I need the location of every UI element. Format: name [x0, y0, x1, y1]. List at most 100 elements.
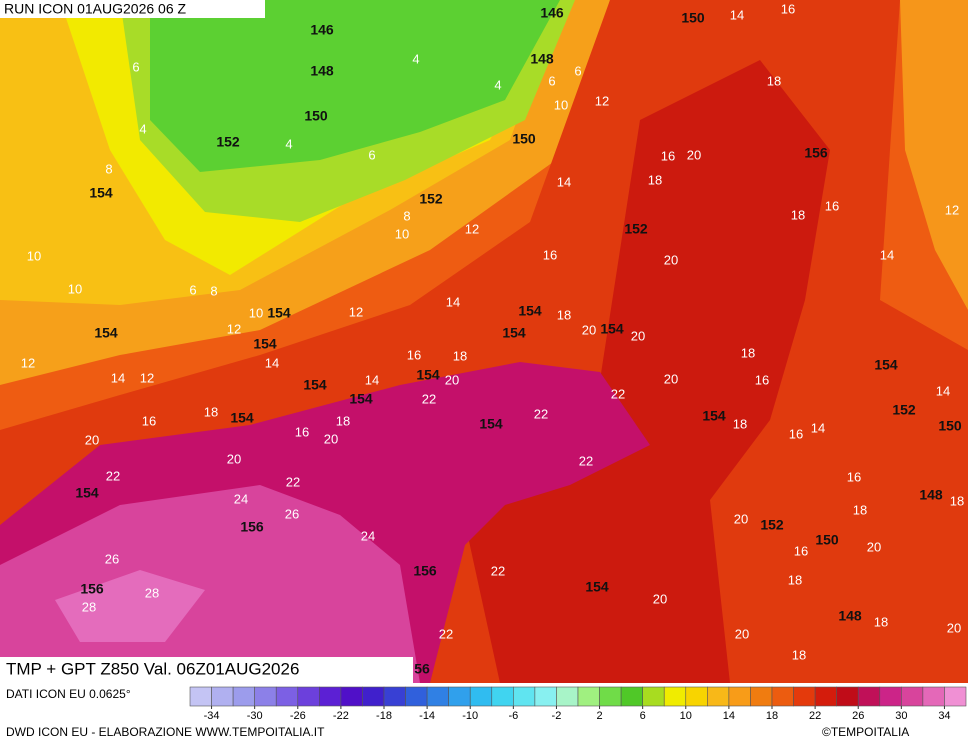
colorbar-box	[577, 686, 600, 707]
temperature-label: 20	[227, 451, 241, 466]
temperature-label: 14	[730, 7, 744, 22]
temperature-label: 16	[295, 424, 309, 439]
colorbar-box	[922, 686, 945, 707]
temperature-label: 18	[874, 614, 888, 629]
source-label: DATI ICON EU 0.0625°	[6, 687, 131, 701]
temperature-label: 20	[445, 372, 459, 387]
temperature-label: 24	[234, 491, 248, 506]
colorbar-box	[707, 686, 730, 707]
map-title: TMP + GPT Z850 Val. 06Z01AUG2026	[6, 659, 299, 678]
temperature-label: 16	[794, 543, 808, 558]
temperature-label: 20	[734, 511, 748, 526]
colorbar-box	[232, 686, 255, 707]
temperature-label: 10	[68, 281, 82, 296]
colorbar-box	[836, 686, 859, 707]
geopotential-label: 154	[349, 391, 373, 407]
colorbar-box	[319, 686, 342, 707]
geopotential-label: 152	[760, 517, 784, 533]
geopotential-label: 148	[310, 63, 334, 79]
colorbar-box	[189, 686, 212, 707]
temperature-label: 20	[653, 591, 667, 606]
temperature-label: 14	[811, 420, 825, 435]
temperature-label: 22	[579, 453, 593, 468]
colorbar-tick-label: 6	[640, 710, 646, 722]
geopotential-label: 150	[512, 131, 536, 147]
colorbar-box	[814, 686, 837, 707]
colorbar-tick-label: 22	[809, 710, 821, 722]
colorbar-tick-label: 10	[680, 710, 692, 722]
geopotential-label: 156	[804, 145, 828, 161]
colorbar-box	[793, 686, 816, 707]
temperature-label: 16	[825, 198, 839, 213]
colorbar-box	[448, 686, 471, 707]
colorbar-box	[534, 686, 557, 707]
temperature-label: 16	[847, 469, 861, 484]
geopotential-label: 154	[585, 579, 609, 595]
temperature-label: 8	[210, 283, 217, 298]
copyright-label: ©TEMPOITALIA	[822, 725, 909, 739]
temperature-label: 18	[791, 207, 805, 222]
temperature-label: 12	[227, 321, 241, 336]
colorbar-tick-label: -2	[552, 710, 562, 722]
temperature-label: 20	[687, 147, 701, 162]
temperature-label: 6	[548, 73, 555, 88]
colorbar-box	[728, 686, 751, 707]
colorbar-tick-label: -14	[419, 710, 435, 722]
colorbar-box	[944, 686, 967, 707]
temperature-label: 20	[324, 431, 338, 446]
geopotential-label: 150	[815, 532, 839, 548]
geopotential-label: 148	[919, 487, 943, 503]
colorbar-box	[642, 686, 665, 707]
colorbar-tick-label: -18	[376, 710, 392, 722]
geopotential-label: 154	[253, 336, 277, 352]
temperature-label: 18	[788, 572, 802, 587]
temperature-label: 18	[453, 348, 467, 363]
temperature-label: 14	[265, 355, 279, 370]
temperature-label: 16	[789, 426, 803, 441]
credit-label: DWD ICON EU - ELABORAZIONE WWW.TEMPOITAL…	[6, 725, 325, 739]
colorbar-box	[857, 686, 881, 707]
temperature-label: 22	[286, 474, 300, 489]
geopotential-label: 154	[702, 408, 726, 424]
colorbar-tick-label: -30	[247, 710, 263, 722]
temperature-label: 16	[142, 413, 156, 428]
geopotential-label: 156	[80, 581, 104, 597]
colorbar-box	[383, 686, 406, 707]
temperature-label: 14	[111, 370, 125, 385]
temperature-label: 20	[85, 432, 99, 447]
temperature-label: 22	[439, 626, 453, 641]
geopotential-label: 154	[89, 185, 113, 201]
geopotential-label: 154	[518, 303, 542, 319]
geopotential-label: 152	[892, 402, 916, 418]
colorbar-tick-label: -26	[290, 710, 306, 722]
temperature-label: 16	[661, 148, 675, 163]
temperature-label: 6	[368, 147, 375, 162]
geopotential-label: 150	[938, 418, 962, 434]
temperature-label: 12	[945, 202, 959, 217]
colorbar-box	[340, 686, 363, 707]
temperature-label: 22	[491, 563, 505, 578]
title-box	[0, 657, 413, 683]
colorbar-box	[211, 686, 234, 707]
temperature-label: 20	[664, 371, 678, 386]
temperature-label: 6	[574, 63, 581, 78]
map-field	[0, 0, 968, 683]
temperature-label: 10	[554, 97, 568, 112]
geopotential-label: 154	[600, 321, 624, 337]
colorbar-tick-label: 34	[938, 710, 950, 722]
temperature-label: 10	[27, 248, 41, 263]
geopotential-label: 154	[94, 325, 118, 341]
colorbar-box	[879, 686, 902, 707]
temperature-label: 6	[189, 282, 196, 297]
colorbar-box	[685, 686, 708, 707]
colorbar-box	[750, 686, 773, 707]
geopotential-label: 154	[502, 325, 526, 341]
colorbar-tick-label: -6	[508, 710, 518, 722]
geopotential-label: 56	[414, 661, 430, 677]
colorbar-tick-label: -22	[333, 710, 349, 722]
temperature-label: 28	[145, 585, 159, 600]
temperature-label: 18	[792, 647, 806, 662]
geopotential-label: 154	[874, 357, 898, 373]
